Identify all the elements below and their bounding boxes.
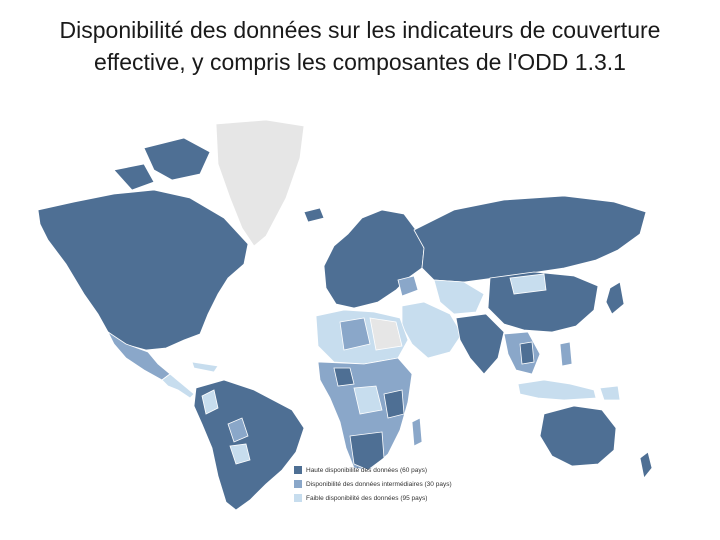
region-iceland <box>303 207 325 223</box>
legend-item-low: Faible disponibilité des données (95 pay… <box>294 492 494 504</box>
legend-label-intermediate: Disponibilité des données intermédiaires… <box>306 480 452 488</box>
legend-item-intermediate: Disponibilité des données intermédiaires… <box>294 478 494 490</box>
legend-label-low: Faible disponibilité des données (95 pay… <box>306 494 428 502</box>
region-greenland <box>215 119 305 247</box>
region-sa-mid <box>227 417 249 443</box>
region-africa-high-w <box>333 367 355 387</box>
region-indonesia <box>517 379 597 401</box>
legend-swatch-high <box>294 466 302 474</box>
region-japan <box>605 281 625 315</box>
region-south-asia <box>455 313 505 375</box>
region-africa-low-c <box>353 385 383 415</box>
region-algeria-mid <box>339 317 371 351</box>
slide-title: Disponibilité des données sur les indica… <box>59 17 661 75</box>
region-europe-mid <box>397 275 419 297</box>
region-russia <box>413 195 647 283</box>
legend-swatch-low <box>294 494 302 502</box>
region-libya-nodata <box>369 317 403 351</box>
region-central-asia <box>433 279 485 315</box>
world-map-svg <box>37 119 653 510</box>
region-south-america <box>193 379 305 510</box>
world-map <box>4 118 666 510</box>
region-sa-low <box>201 389 219 415</box>
region-central-america <box>161 373 195 399</box>
region-mongolia-low <box>509 273 547 295</box>
region-arctic-islands <box>143 137 211 181</box>
region-se-asia-high <box>519 341 535 365</box>
legend-swatch-intermediate <box>294 480 302 488</box>
region-caribbean <box>191 361 219 373</box>
region-philippines <box>559 341 573 367</box>
region-madagascar <box>411 417 423 447</box>
region-east-africa-high <box>383 389 405 419</box>
map-legend: Haute disponibilité des données (60 pays… <box>294 464 494 506</box>
region-png <box>599 385 621 401</box>
region-new-zealand <box>639 451 653 479</box>
legend-label-high: Haute disponibilité des données (60 pays… <box>306 466 428 474</box>
region-north-america <box>37 189 249 351</box>
region-arctic-islands-2 <box>113 163 155 191</box>
region-sa-low-2 <box>229 443 251 465</box>
region-australia <box>539 405 617 467</box>
legend-item-high: Haute disponibilité des données (60 pays… <box>294 464 494 476</box>
region-south-africa <box>349 431 385 471</box>
